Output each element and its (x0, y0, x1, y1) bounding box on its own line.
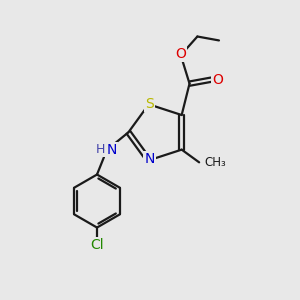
Text: N: N (145, 152, 155, 167)
Text: N: N (106, 143, 117, 157)
Text: H: H (95, 142, 105, 155)
Text: O: O (213, 73, 224, 87)
Text: Cl: Cl (90, 238, 104, 252)
Text: S: S (146, 97, 154, 111)
Text: O: O (175, 47, 186, 61)
Text: CH₃: CH₃ (204, 156, 226, 169)
